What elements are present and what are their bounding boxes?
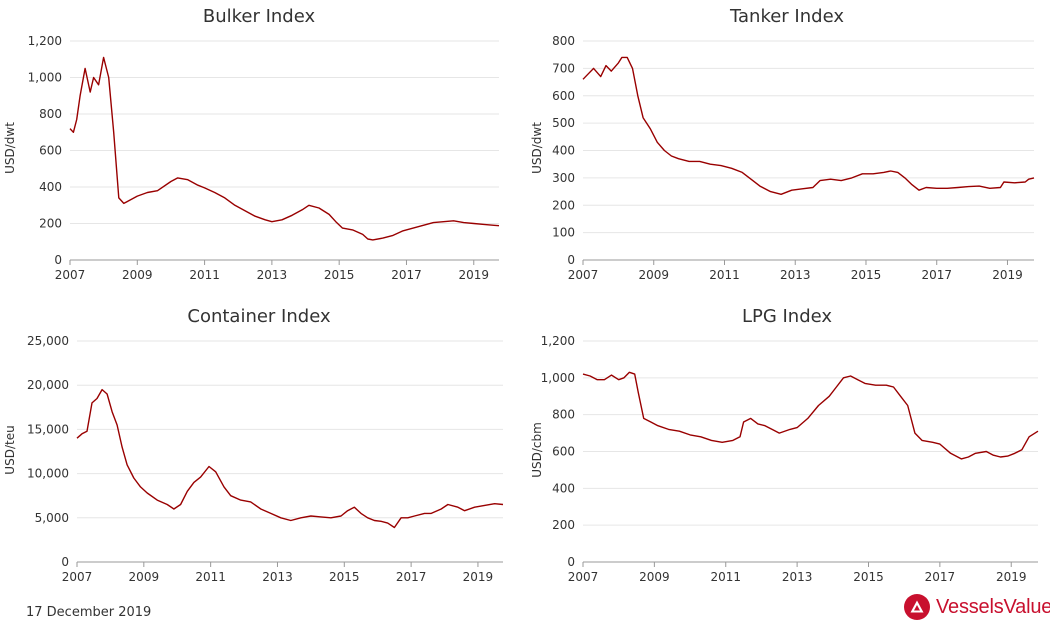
x-tick-label: 2007 (55, 268, 86, 282)
x-tick-label: 2013 (780, 268, 811, 282)
y-tick-label: 1,000 (541, 371, 575, 385)
y-tick-label: 0 (54, 253, 62, 267)
x-tick-label: 2007 (62, 570, 93, 584)
x-tick-label: 2017 (396, 570, 427, 584)
y-tick-label: 800 (552, 408, 575, 422)
chart-title: Bulker Index (203, 6, 316, 27)
x-tick-label: 2015 (853, 570, 884, 584)
brand-logo: VesselsValue (904, 593, 1050, 621)
chart-title: LPG Index (742, 306, 832, 327)
x-tick-label: 2013 (782, 570, 813, 584)
y-tick-label: 20,000 (27, 378, 69, 392)
x-tick-label: 2009 (129, 570, 160, 584)
x-tick-label: 2019 (996, 570, 1027, 584)
y-axis-label: USD/dwt (3, 122, 17, 174)
x-tick-label: 2013 (262, 570, 293, 584)
series-line (76, 388, 504, 529)
y-tick-label: 100 (552, 226, 575, 240)
y-tick-label: 5,000 (35, 511, 69, 525)
x-tick-label: 2017 (925, 570, 956, 584)
x-tick-label: 2019 (463, 570, 494, 584)
chart-panel-2: 0 100 200 300 400 500 600 700 800 2007 2009 2011 201… (530, 6, 1035, 282)
series-line (582, 371, 1039, 460)
y-tick-label: 10,000 (27, 467, 69, 481)
y-tick-label: 400 (552, 144, 575, 158)
y-tick-label: 0 (61, 555, 69, 569)
x-tick-label: 2017 (391, 268, 422, 282)
y-tick-label: 200 (552, 518, 575, 532)
brand-name: VesselsValue (936, 595, 1050, 618)
report-date: 17 December 2019 (26, 605, 152, 620)
y-axis-label: USD/dwt (530, 122, 544, 174)
y-tick-label: 25,000 (27, 334, 69, 348)
chart-title: Tanker Index (729, 6, 844, 27)
series-line (582, 56, 1035, 196)
chart-panel-3: 0 5,000 10,000 15,000 20,000 25,000 2007 2009 20… (3, 306, 504, 584)
y-tick-label: 0 (567, 253, 575, 267)
chart-panel-1: 0 200 400 600 800 1,000 1,200 2007 2009 2011 2013 2… (3, 6, 500, 282)
y-axis-label: USD/cbm (530, 422, 544, 478)
x-tick-label: 2013 (257, 268, 288, 282)
x-tick-label: 2015 (851, 268, 882, 282)
x-tick-label: 2009 (639, 570, 670, 584)
y-tick-label: 600 (39, 144, 62, 158)
x-tick-label: 2019 (458, 268, 489, 282)
x-tick-label: 2015 (329, 570, 360, 584)
y-tick-label: 500 (552, 116, 575, 130)
x-tick-label: 2019 (992, 268, 1023, 282)
y-tick-label: 0 (567, 555, 575, 569)
y-tick-label: 400 (552, 481, 575, 495)
y-tick-label: 600 (552, 89, 575, 103)
y-tick-label: 700 (552, 61, 575, 75)
x-tick-label: 2009 (122, 268, 153, 282)
y-tick-label: 300 (552, 171, 575, 185)
vesselsvalue-logo-icon (904, 594, 930, 620)
x-tick-label: 2011 (709, 268, 740, 282)
x-tick-label: 2015 (324, 268, 355, 282)
y-tick-label: 200 (39, 217, 62, 231)
y-tick-label: 1,000 (28, 71, 62, 85)
y-tick-label: 15,000 (27, 422, 69, 436)
x-tick-label: 2009 (638, 268, 669, 282)
x-tick-label: 2011 (710, 570, 741, 584)
y-tick-label: 200 (552, 198, 575, 212)
chart-title: Container Index (187, 306, 331, 327)
y-tick-label: 1,200 (541, 334, 575, 348)
x-tick-label: 2007 (568, 570, 599, 584)
chart-panel-4: 0 200 400 600 800 1,000 1,200 2007 2009 2011 2013 2… (530, 306, 1039, 584)
x-tick-label: 2017 (921, 268, 952, 282)
x-tick-label: 2011 (189, 268, 220, 282)
y-tick-label: 800 (552, 34, 575, 48)
series-line (69, 56, 500, 241)
x-tick-label: 2007 (568, 268, 599, 282)
y-tick-label: 400 (39, 180, 62, 194)
y-tick-label: 600 (552, 445, 575, 459)
x-tick-label: 2011 (195, 570, 226, 584)
y-tick-label: 1,200 (28, 34, 62, 48)
y-axis-label: USD/teu (3, 425, 17, 474)
y-tick-label: 800 (39, 107, 62, 121)
